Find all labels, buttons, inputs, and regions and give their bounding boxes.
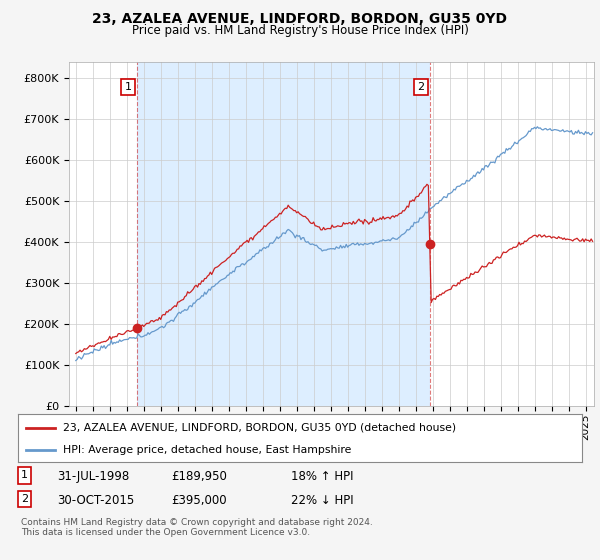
- Text: 2: 2: [21, 494, 28, 504]
- Text: £189,950: £189,950: [171, 470, 227, 483]
- Text: 1: 1: [125, 82, 131, 92]
- Text: 1: 1: [21, 470, 28, 480]
- Text: HPI: Average price, detached house, East Hampshire: HPI: Average price, detached house, East…: [63, 445, 352, 455]
- Text: Contains HM Land Registry data © Crown copyright and database right 2024.
This d: Contains HM Land Registry data © Crown c…: [21, 518, 373, 538]
- Bar: [137, 62, 430, 406]
- Text: 30-OCT-2015: 30-OCT-2015: [57, 494, 134, 507]
- Text: 23, AZALEA AVENUE, LINDFORD, BORDON, GU35 0YD: 23, AZALEA AVENUE, LINDFORD, BORDON, GU3…: [92, 12, 508, 26]
- Text: Price paid vs. HM Land Registry's House Price Index (HPI): Price paid vs. HM Land Registry's House …: [131, 24, 469, 36]
- Text: 2: 2: [418, 82, 425, 92]
- Text: 18% ↑ HPI: 18% ↑ HPI: [291, 470, 353, 483]
- Text: 23, AZALEA AVENUE, LINDFORD, BORDON, GU35 0YD (detached house): 23, AZALEA AVENUE, LINDFORD, BORDON, GU3…: [63, 423, 456, 433]
- Text: £395,000: £395,000: [171, 494, 227, 507]
- Text: 22% ↓ HPI: 22% ↓ HPI: [291, 494, 353, 507]
- Text: 31-JUL-1998: 31-JUL-1998: [57, 470, 129, 483]
